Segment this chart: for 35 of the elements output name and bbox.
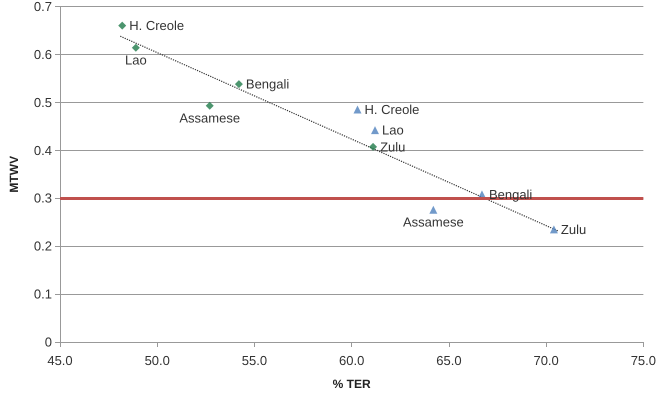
x-tick-label: 75.0 [630,353,656,368]
point [354,106,362,114]
x-tick-label: 55.0 [242,353,268,368]
x-tick-label: 50.0 [144,353,170,368]
annotation: H. Creole [129,18,184,34]
x-axis-title: % TER [332,377,372,391]
y-tick-label: 0.1 [34,286,52,302]
annotation: Assamese [179,110,240,126]
point [429,206,438,214]
y-tick-label: 0 [44,334,52,350]
y-tick-label: 0.3 [34,190,52,206]
x-tick-label: 65.0 [436,353,462,368]
y-tick-label: 0.2 [34,238,52,254]
point [206,102,214,110]
annotation: Bengali [246,76,290,92]
y-tick-label: 0.6 [34,46,52,62]
point [369,142,378,151]
point [371,126,380,134]
y-tick-label: 0.4 [34,142,52,158]
point [550,225,558,234]
point [132,44,140,52]
x-tick-label: 70.0 [533,353,559,368]
y-tick-label: 0.7 [34,0,52,14]
annotation: Lao [124,52,147,68]
y-tick-label: 0.5 [34,94,52,110]
point [118,22,126,30]
annotation: Zulu [560,222,586,237]
annotation: Assamese [402,214,464,230]
annotation: Lao [382,122,404,138]
annotation: Zulu [380,139,406,154]
y-axis-title: MTWV [7,156,21,193]
x-tick-label: 45.0 [47,353,73,368]
point [234,80,243,88]
annotation: H. Creole [364,102,420,118]
x-tick-label: 60.0 [339,353,364,368]
